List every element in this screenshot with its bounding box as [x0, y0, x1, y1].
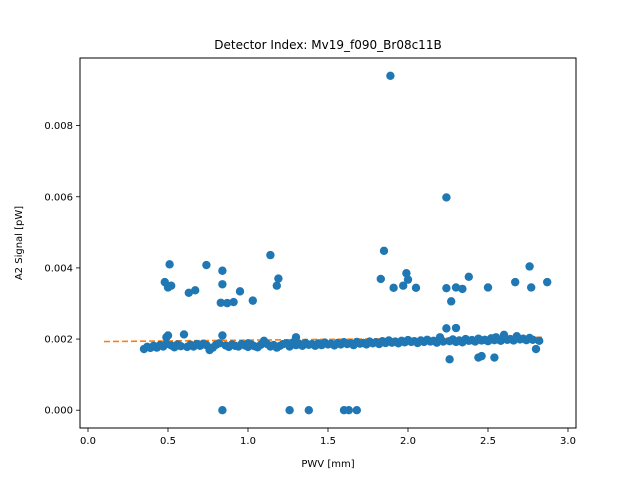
data-point [191, 286, 200, 295]
x-tick-label: 2.5 [480, 436, 496, 447]
x-tick-label: 1.5 [320, 436, 336, 447]
data-point [218, 266, 227, 275]
data-point [402, 269, 411, 278]
y-tick-label: 0.006 [44, 192, 73, 203]
data-point [535, 336, 544, 346]
data-point [376, 274, 385, 284]
data-point [531, 344, 541, 354]
data-point [477, 351, 486, 361]
data-point [499, 330, 509, 339]
data-point [483, 283, 493, 292]
y-tick-label: 0.000 [44, 406, 73, 417]
x-axis-ticks: 0.0 0.5 1.0 1.5 2.0 2.5 3.0 [80, 428, 576, 447]
y-axis-ticks: 0.000 0.002 0.004 0.006 0.008 [44, 121, 80, 417]
data-point [218, 331, 227, 340]
data-point [352, 406, 361, 415]
data-point [266, 250, 275, 260]
data-point [202, 260, 211, 270]
data-point [304, 406, 313, 415]
x-tick-label: 1.0 [240, 436, 256, 447]
data-point [435, 333, 445, 342]
data-point [442, 324, 451, 333]
data-point [291, 333, 301, 342]
data-point [165, 260, 174, 269]
y-tick-label: 0.002 [44, 335, 73, 346]
data-point [490, 353, 499, 362]
data-point [216, 298, 225, 307]
y-tick-label: 0.004 [44, 263, 73, 274]
data-point [272, 281, 281, 290]
data-point [525, 262, 534, 271]
data-point [215, 339, 224, 348]
chart-title: Detector Index: Mv19_f090_Br08c11B [214, 38, 441, 52]
x-axis-label: PWV [mm] [301, 459, 354, 470]
data-point [451, 283, 461, 292]
data-point [162, 333, 171, 342]
points-layer [139, 71, 552, 415]
data-point [527, 283, 536, 292]
y-axis-label: A2 Signal [pW] [14, 206, 25, 280]
data-point [379, 246, 389, 256]
x-tick-label: 3.0 [560, 436, 576, 447]
data-point [344, 406, 353, 415]
data-point [248, 296, 257, 305]
data-point [179, 330, 189, 339]
data-point [543, 277, 552, 287]
data-point [464, 272, 473, 281]
data-point [447, 297, 456, 306]
data-point [411, 283, 421, 293]
data-point [389, 283, 398, 293]
data-point [491, 333, 501, 342]
data-point [399, 281, 408, 290]
y-tick-label: 0.008 [44, 121, 73, 132]
data-point [511, 277, 520, 287]
x-tick-label: 0.0 [80, 436, 96, 447]
data-point [218, 280, 227, 289]
data-point [285, 406, 294, 415]
data-point [512, 332, 521, 341]
data-point [528, 335, 537, 344]
data-point [223, 298, 232, 308]
data-point [167, 281, 176, 290]
data-point [235, 287, 245, 296]
data-point [451, 323, 461, 333]
data-point [403, 275, 413, 284]
data-point [445, 355, 454, 364]
data-point [259, 336, 269, 346]
data-point [229, 297, 238, 307]
data-point [176, 341, 185, 351]
data-point [442, 283, 451, 293]
data-point [274, 274, 283, 283]
data-point [218, 406, 227, 415]
data-point [386, 71, 395, 80]
data-point [458, 284, 467, 294]
data-point [184, 288, 193, 298]
data-point [243, 339, 253, 348]
data-point [442, 193, 451, 202]
x-tick-label: 0.5 [160, 436, 176, 447]
x-tick-label: 2.0 [400, 436, 416, 447]
